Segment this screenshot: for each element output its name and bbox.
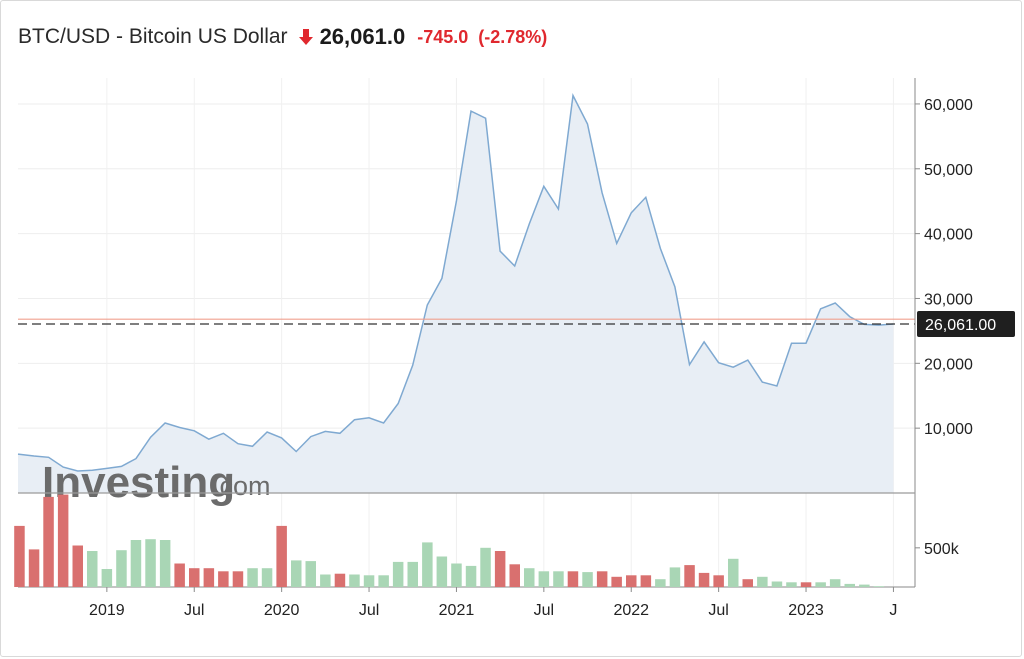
volume-bar <box>771 581 783 587</box>
time-tick-label: 2022 <box>613 602 649 619</box>
volume-bar <box>334 573 346 587</box>
volume-bar <box>451 563 462 587</box>
volume-bar <box>28 549 40 587</box>
volume-bar <box>436 556 448 587</box>
price-tick-label: 60,000 <box>924 97 973 114</box>
volume-bars <box>14 494 885 588</box>
volume-bar <box>829 579 841 587</box>
volume-bar <box>567 571 579 587</box>
volume-bar <box>465 565 477 587</box>
volume-bar <box>844 583 855 587</box>
volume-bar <box>728 558 739 587</box>
investing-watermark: Investing .com <box>42 458 271 507</box>
volume-bar <box>611 576 622 587</box>
price-tick-label: 30,000 <box>924 291 973 308</box>
volume-bar <box>698 572 710 587</box>
volume-bar <box>57 494 69 587</box>
time-tick-label: J <box>889 602 897 619</box>
volume-bar <box>494 551 506 587</box>
volume-bar <box>72 545 83 587</box>
volume-tick-label: 500k <box>924 541 960 558</box>
volume-bar <box>305 561 316 587</box>
volume-bar <box>407 561 418 587</box>
volume-bar <box>320 574 331 587</box>
volume-bar <box>43 496 54 587</box>
volume-bar <box>159 540 171 587</box>
price-tick-label: 10,000 <box>924 421 973 438</box>
volume-bar <box>363 575 375 588</box>
volume-bar <box>218 571 229 587</box>
volume-bar <box>596 571 608 587</box>
price-change: -745.0 <box>417 26 469 47</box>
time-tick-label: Jul <box>184 602 204 619</box>
time-tick-label: 2019 <box>89 602 125 619</box>
volume-bar <box>626 575 637 588</box>
volume-bar <box>189 568 200 587</box>
volume-bar <box>203 568 215 587</box>
volume-bar <box>276 525 287 587</box>
price-tick-label: 40,000 <box>924 227 973 244</box>
last-price-badge-text: 26,061.00 <box>925 317 996 334</box>
volume-bar <box>480 547 491 587</box>
volume-bar <box>655 579 666 587</box>
volume-bar <box>291 560 302 587</box>
volume-bar <box>392 561 404 587</box>
watermark-brand: Investing <box>42 458 235 507</box>
volume-bar <box>87 551 98 587</box>
time-tick-label: 2020 <box>264 602 300 619</box>
watermark-suffix: .com <box>212 471 271 501</box>
volume-bar <box>524 568 535 587</box>
volume-bar <box>145 539 156 587</box>
time-axis: 2019 Jul 2020 Jul 2021 Jul 2022 Jul 2023 J <box>89 587 897 619</box>
volume-bar <box>757 576 768 587</box>
volume-axis: 500k <box>915 541 960 558</box>
time-tick-label: 2021 <box>439 602 475 619</box>
volume-bar <box>553 571 564 587</box>
instrument-name[interactable]: BTC/USD - Bitcoin US Dollar <box>18 25 288 48</box>
quote-header: BTC/USD - Bitcoin US Dollar 26,061.0 -74… <box>18 22 547 52</box>
volume-bar <box>232 571 244 587</box>
price-tick-label: 50,000 <box>924 162 973 179</box>
price-area-fill <box>18 95 894 493</box>
arrow-down-icon <box>298 29 313 45</box>
volume-bar <box>174 563 185 587</box>
volume-bar <box>669 567 681 587</box>
price-axis: 10,000 20,000 30,000 40,000 50,000 60,000 <box>915 97 973 438</box>
price-line <box>17 92 894 472</box>
volume-bar <box>640 575 652 588</box>
price-tick-label: 20,000 <box>924 356 973 373</box>
volume-bar <box>378 575 389 588</box>
volume-bar <box>509 564 520 587</box>
volume-bar <box>684 565 695 587</box>
volume-bar <box>815 582 826 587</box>
volume-bar <box>859 584 870 587</box>
last-price: 26,061.0 <box>319 24 406 49</box>
volume-bar <box>130 540 142 587</box>
volume-bar <box>422 542 433 587</box>
volume-bar <box>786 582 797 587</box>
price-change-percent: (-2.78%) <box>478 26 548 47</box>
volume-bar <box>538 571 550 587</box>
last-price-badge <box>917 311 1015 338</box>
volume-bar <box>261 568 273 587</box>
time-tick-label: Jul <box>359 602 379 619</box>
volume-bar <box>713 575 724 588</box>
last-price-label: 26,061.00 <box>917 311 1015 338</box>
volume-bar <box>349 574 360 587</box>
time-tick-label: Jul <box>534 602 554 619</box>
time-tick-label: 2023 <box>788 602 824 619</box>
volume-bar <box>116 550 127 587</box>
volume-bar <box>800 582 812 587</box>
volume-bar <box>742 579 753 587</box>
volume-bar <box>582 572 593 587</box>
time-tick-label: Jul <box>708 602 728 619</box>
reference-lines <box>18 318 915 325</box>
volume-bar <box>247 568 258 587</box>
volume-bar <box>14 525 25 587</box>
volume-bar <box>101 569 113 587</box>
volume-bar <box>873 586 885 587</box>
